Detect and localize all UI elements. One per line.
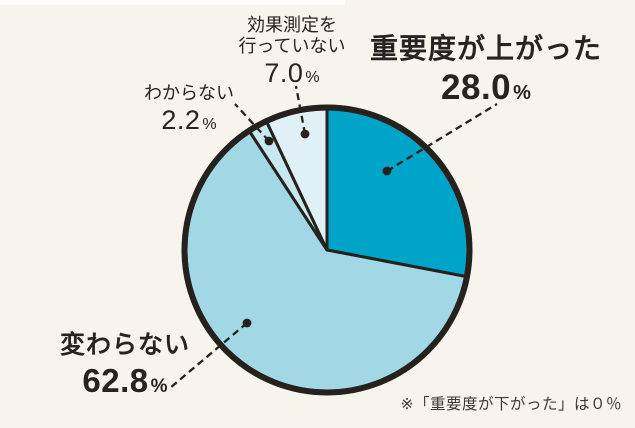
percent-sign: % — [150, 375, 168, 397]
slice-value-unknown: 2.2% — [126, 105, 252, 136]
slice-value-number: 28.0 — [441, 68, 512, 108]
top-edge-strip — [0, 0, 345, 5]
leader-dot-2 — [264, 136, 274, 146]
callout-importance-increased: 重要度が上がった 28.0% — [358, 33, 614, 108]
slice-label-no-change: 変わらない — [59, 331, 190, 359]
callout-no-measurement: 効果測定を 行っていない 7.0% — [224, 15, 360, 89]
pie-outline-ring — [181, 104, 473, 396]
callout-unknown: わからない 2.2% — [126, 83, 252, 136]
slice-value-number: 7.0 — [264, 58, 304, 88]
slice-label-no-measurement-line1: 効果測定を — [247, 15, 337, 35]
callout-no-change: 変わらない 62.8% — [26, 331, 224, 400]
footnote-zero-percent: ※「重要度が下がった」は０％ — [400, 396, 622, 413]
percent-sign: % — [202, 116, 217, 133]
percent-sign: % — [513, 82, 531, 105]
slice-label-unknown: わからない — [144, 83, 234, 103]
slice-value-importance-increased: 28.0% — [358, 68, 614, 108]
percent-sign: % — [305, 69, 320, 86]
slice-value-no-change: 62.8% — [26, 362, 224, 400]
leader-line-0 — [386, 103, 498, 172]
leader-dot-1 — [242, 318, 252, 328]
slice-value-number: 2.2 — [161, 105, 201, 135]
leader-line-1 — [169, 322, 248, 389]
leader-dot-3 — [300, 129, 310, 139]
slice-label-no-measurement-line2: 行っていない — [238, 36, 346, 56]
leader-line-2 — [234, 103, 270, 142]
slice-value-no-measurement: 7.0% — [224, 58, 360, 89]
slice-label-importance-increased: 重要度が上がった — [369, 33, 602, 64]
slice-value-number: 62.8 — [82, 361, 149, 399]
leader-dot-0 — [382, 166, 392, 176]
leader-line-3 — [294, 85, 307, 135]
